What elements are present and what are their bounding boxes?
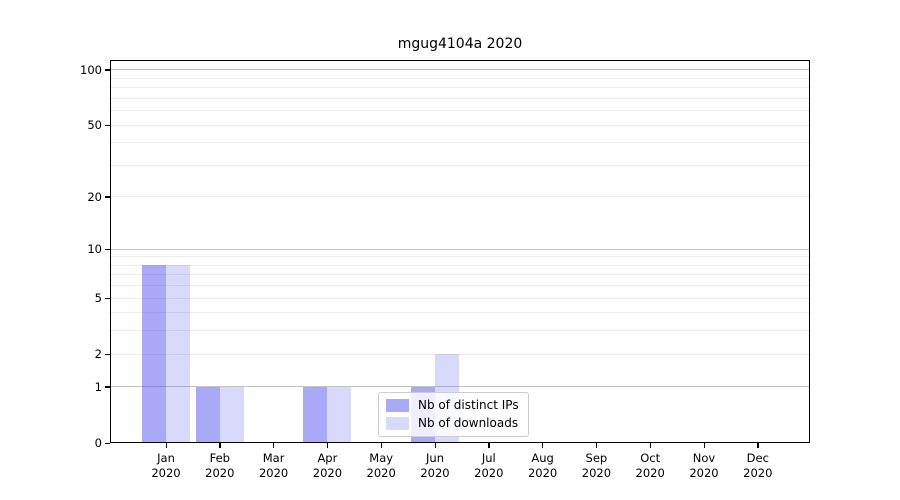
x-tick-mark-feb bbox=[219, 443, 221, 448]
gridline-minor-60 bbox=[110, 110, 810, 112]
x-tick-mark-sep bbox=[595, 443, 598, 448]
plot-area bbox=[110, 60, 810, 443]
bar-jan-distinct-ips bbox=[142, 265, 166, 443]
y-tick-mark-10 bbox=[105, 248, 110, 250]
x-tick-mark-nov bbox=[703, 443, 705, 448]
gridline-minor-4 bbox=[110, 312, 810, 314]
x-tick-mark-dec bbox=[757, 443, 759, 448]
gridline-minor-20 bbox=[110, 196, 810, 198]
y-tick-mark-20 bbox=[105, 196, 110, 198]
bar-apr-downloads bbox=[327, 386, 352, 443]
gridline-minor-6 bbox=[110, 285, 810, 287]
gridline-minor-50 bbox=[110, 124, 810, 126]
x-tick-label-jul: Jul 2020 bbox=[474, 451, 504, 480]
x-tick-label-mar: Mar 2020 bbox=[258, 451, 289, 480]
x-tick-mark-mar bbox=[273, 443, 275, 448]
x-tick-label-feb: Feb 2020 bbox=[205, 451, 235, 480]
x-tick-label-jun: Jun 2020 bbox=[420, 451, 450, 480]
x-tick-mark-apr bbox=[326, 443, 329, 448]
gridlines-layer bbox=[110, 60, 810, 443]
legend-swatch-downloads-icon bbox=[386, 417, 409, 430]
x-tick-label-nov: Nov 2020 bbox=[689, 451, 719, 480]
y-tick-mark-0 bbox=[105, 442, 110, 444]
x-tick-mark-jan bbox=[165, 443, 167, 448]
gridline-minor-9 bbox=[110, 256, 810, 258]
bar-feb-distinct-ips bbox=[195, 386, 220, 443]
y-tick-mark-5 bbox=[105, 297, 110, 299]
y-tick-mark-2 bbox=[105, 353, 110, 355]
bar-feb-downloads bbox=[219, 386, 244, 443]
gridline-minor-8 bbox=[110, 264, 810, 266]
x-tick-mark-aug bbox=[542, 443, 544, 448]
y-tick-label-50: 50 bbox=[87, 118, 102, 133]
gridline-major-1 bbox=[110, 386, 810, 388]
y-tick-label-1: 1 bbox=[94, 379, 102, 394]
gridline-minor-2 bbox=[110, 353, 810, 355]
legend-label-distinct-ips: Nb of distinct IPs bbox=[418, 398, 519, 412]
y-tick-label-100: 100 bbox=[80, 62, 102, 77]
gridline-minor-40 bbox=[110, 142, 810, 144]
y-tick-label-10: 10 bbox=[87, 242, 102, 257]
gridline-major-100 bbox=[110, 69, 810, 71]
x-tick-mark-may bbox=[380, 443, 382, 448]
y-tick-label-0: 0 bbox=[94, 436, 102, 450]
y-tick-label-5: 5 bbox=[94, 291, 102, 306]
bar-apr-distinct-ips bbox=[303, 386, 328, 443]
bar-jan-downloads bbox=[166, 265, 190, 443]
legend: Nb of distinct IPs Nb of downloads bbox=[378, 392, 529, 437]
x-tick-mark-oct bbox=[649, 443, 651, 448]
gridline-minor-5 bbox=[110, 297, 810, 299]
gridline-minor-80 bbox=[110, 87, 810, 89]
gridline-major-10 bbox=[110, 248, 810, 250]
x-tick-label-may: May 2020 bbox=[366, 451, 396, 480]
x-tick-label-aug: Aug 2020 bbox=[527, 451, 558, 480]
legend-label-downloads: Nb of downloads bbox=[418, 416, 519, 430]
gridline-minor-3 bbox=[110, 330, 810, 332]
y-tick-label-2: 2 bbox=[94, 347, 102, 362]
gridline-minor-7 bbox=[110, 274, 810, 276]
gridline-minor-70 bbox=[110, 97, 810, 99]
x-tick-label-sep: Sep 2020 bbox=[581, 451, 612, 480]
x-tick-label-apr: Apr 2020 bbox=[312, 451, 343, 480]
y-tick-mark-1 bbox=[105, 386, 110, 388]
legend-swatch-distinct-ips-icon bbox=[386, 399, 409, 412]
y-tick-mark-100 bbox=[105, 69, 110, 71]
legend-item-distinct-ips: Nb of distinct IPs bbox=[386, 398, 519, 413]
x-tick-mark-jun bbox=[434, 443, 436, 448]
x-tick-label-jan: Jan 2020 bbox=[151, 451, 181, 480]
x-tick-label-oct: Oct 2020 bbox=[635, 451, 665, 480]
legend-item-downloads: Nb of downloads bbox=[386, 416, 519, 431]
x-tick-mark-jul bbox=[488, 443, 490, 448]
gridline-minor-90 bbox=[110, 77, 810, 79]
gridline-minor-30 bbox=[110, 164, 810, 166]
y-tick-mark-50 bbox=[105, 124, 110, 126]
chart-title: mgug4104a 2020 bbox=[397, 36, 523, 52]
x-tick-label-dec: Dec 2020 bbox=[743, 451, 773, 480]
y-tick-label-20: 20 bbox=[87, 189, 102, 204]
